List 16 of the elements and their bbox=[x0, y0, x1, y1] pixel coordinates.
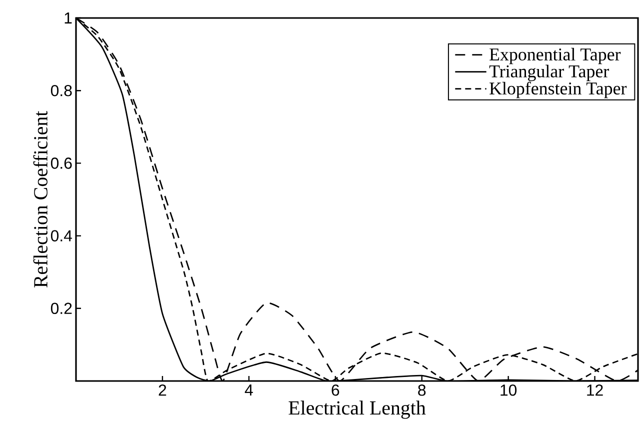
x-tick-label: 4 bbox=[244, 384, 253, 396]
y-tick-label: 0.6 bbox=[50, 158, 72, 169]
y-tick-label: 0.8 bbox=[50, 84, 72, 96]
y-tick-label: 0.2 bbox=[50, 302, 72, 314]
y-axis-title: Reflection Coefficient bbox=[33, 110, 48, 288]
legend-label: Triangular Taper bbox=[489, 64, 609, 82]
y-tick-label: 1 bbox=[64, 12, 72, 24]
x-axis-title: Electrical Length bbox=[288, 400, 426, 419]
x-tick-label: 2 bbox=[158, 384, 166, 396]
y-tick-label: 0.4 bbox=[50, 230, 72, 242]
legend-label: Klopfenstein Taper bbox=[490, 82, 627, 98]
x-tick-label: 12 bbox=[587, 384, 603, 396]
x-tick-label: 10 bbox=[500, 384, 517, 396]
x-tick-label: 6 bbox=[332, 384, 340, 396]
legend-label: Exponential Taper bbox=[490, 48, 621, 64]
x-tick-label: 8 bbox=[418, 384, 426, 396]
